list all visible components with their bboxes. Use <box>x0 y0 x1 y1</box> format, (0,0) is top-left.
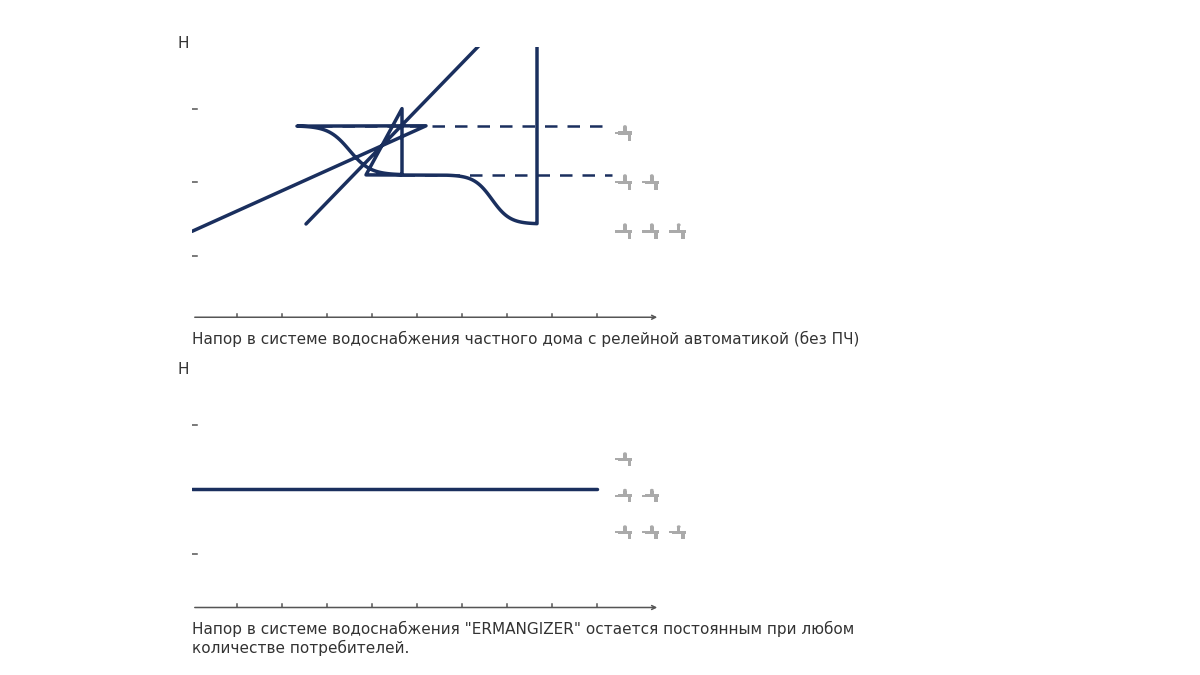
Bar <box>618 230 632 233</box>
Bar <box>654 497 658 502</box>
Bar <box>650 527 654 531</box>
Circle shape <box>623 223 626 227</box>
Bar <box>618 458 632 461</box>
Bar <box>668 230 672 232</box>
Bar <box>616 181 618 184</box>
Bar <box>644 180 659 184</box>
Bar <box>654 534 658 539</box>
Bar <box>623 454 626 458</box>
Bar <box>623 127 626 132</box>
Bar <box>616 458 618 460</box>
Text: Напор в системе водоснабжения "ERMANGIZER" остается постоянным при любом
количес: Напор в системе водоснабжения "ERMANGIZE… <box>192 621 854 656</box>
Bar <box>623 491 626 494</box>
Circle shape <box>623 174 626 178</box>
Bar <box>682 233 685 239</box>
Bar <box>677 527 680 531</box>
Circle shape <box>677 223 680 227</box>
Bar <box>618 180 632 184</box>
Circle shape <box>650 489 654 491</box>
Bar <box>654 184 658 190</box>
Bar <box>623 225 626 230</box>
Bar <box>623 527 626 531</box>
Text: Напор в системе водоснабжения частного дома с релейной автоматикой (без ПЧ): Напор в системе водоснабжения частного д… <box>192 331 859 347</box>
Bar <box>618 531 632 534</box>
Circle shape <box>623 125 626 128</box>
Circle shape <box>650 223 654 227</box>
Bar <box>616 132 618 134</box>
Bar <box>628 460 631 466</box>
Bar <box>677 225 680 230</box>
Bar <box>668 531 672 533</box>
Bar <box>644 494 659 497</box>
Bar <box>628 135 631 140</box>
Circle shape <box>623 489 626 491</box>
Bar <box>642 495 646 497</box>
Bar <box>628 534 631 539</box>
Bar <box>650 491 654 494</box>
Bar <box>623 176 626 180</box>
Bar <box>642 230 646 232</box>
Bar <box>628 497 631 502</box>
Bar <box>650 176 654 180</box>
Bar <box>654 233 658 239</box>
Bar <box>616 531 618 533</box>
Bar <box>642 531 646 533</box>
Text: H: H <box>178 362 188 377</box>
Circle shape <box>650 525 654 528</box>
Bar <box>616 230 618 232</box>
Bar <box>628 233 631 239</box>
Bar <box>644 531 659 534</box>
Bar <box>616 495 618 497</box>
Circle shape <box>623 525 626 528</box>
Circle shape <box>650 174 654 178</box>
Circle shape <box>623 452 626 455</box>
Bar <box>618 494 632 497</box>
Bar <box>628 184 631 190</box>
Bar <box>642 181 646 184</box>
Text: H: H <box>178 36 188 51</box>
Bar <box>672 230 686 233</box>
Bar <box>650 225 654 230</box>
Bar <box>618 132 632 135</box>
Bar <box>682 534 685 539</box>
Bar <box>672 531 686 534</box>
Bar <box>644 230 659 233</box>
Circle shape <box>677 525 680 528</box>
